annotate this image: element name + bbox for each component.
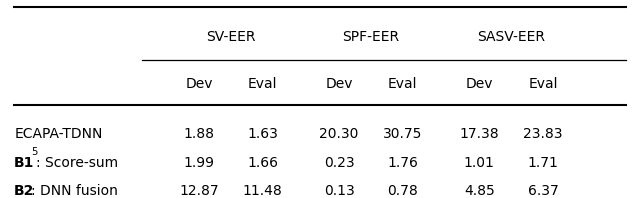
Text: 1.99: 1.99 (184, 156, 214, 169)
Text: 1.76: 1.76 (387, 156, 419, 169)
Text: ECAPA-TDNN: ECAPA-TDNN (14, 127, 102, 141)
Text: 1.71: 1.71 (527, 156, 559, 169)
Text: 1.01: 1.01 (464, 156, 495, 169)
Text: 12.87: 12.87 (179, 184, 219, 198)
Text: 23.83: 23.83 (524, 127, 563, 141)
Text: B1: B1 (14, 156, 35, 169)
Text: 0.23: 0.23 (324, 156, 355, 169)
Text: 4.85: 4.85 (464, 184, 495, 198)
Text: : DNN fusion: : DNN fusion (31, 184, 118, 198)
Text: SV-EER: SV-EER (206, 30, 255, 44)
Text: Dev: Dev (185, 77, 212, 91)
Text: 17.38: 17.38 (460, 127, 499, 141)
Text: 1.88: 1.88 (184, 127, 214, 141)
Text: Dev: Dev (465, 77, 493, 91)
Text: 1.66: 1.66 (247, 156, 278, 169)
Text: 30.75: 30.75 (383, 127, 422, 141)
Text: Dev: Dev (325, 77, 353, 91)
Text: 20.30: 20.30 (319, 127, 359, 141)
Text: 0.13: 0.13 (324, 184, 355, 198)
Text: 0.78: 0.78 (387, 184, 418, 198)
Text: B2: B2 (14, 184, 35, 198)
Text: 5: 5 (31, 147, 38, 157)
Text: 1.63: 1.63 (247, 127, 278, 141)
Text: : Score-sum: : Score-sum (36, 156, 118, 169)
Text: SPF-EER: SPF-EER (342, 30, 399, 44)
Text: Eval: Eval (248, 77, 277, 91)
Text: Eval: Eval (388, 77, 417, 91)
Text: Eval: Eval (528, 77, 558, 91)
Text: SASV-EER: SASV-EER (477, 30, 545, 44)
Text: 11.48: 11.48 (243, 184, 282, 198)
Text: 6.37: 6.37 (527, 184, 559, 198)
